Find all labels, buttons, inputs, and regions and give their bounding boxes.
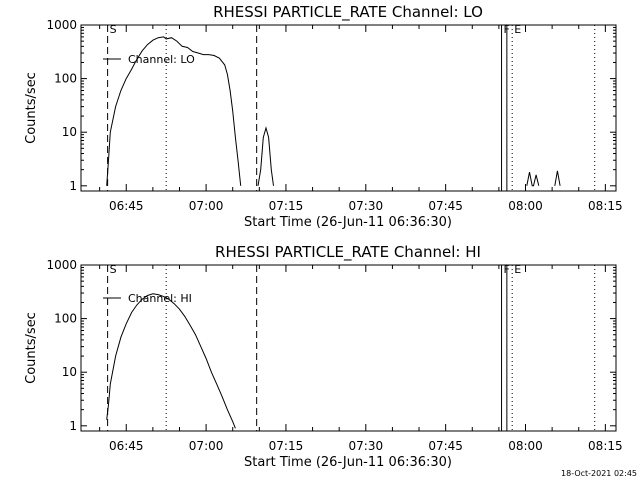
y-tick-label: 100: [54, 72, 77, 86]
event-marker-label: S: [110, 23, 117, 36]
x-tick-label: 08:15: [588, 439, 623, 453]
event-marker-label: S: [110, 263, 117, 276]
y-tick-label: 1000: [46, 18, 77, 32]
x-tick-label: 08:00: [508, 199, 543, 213]
event-marker-label: E: [514, 23, 521, 36]
plot-frame: [80, 264, 617, 432]
x-tick-label: 07:15: [269, 439, 304, 453]
series-line-segment: [106, 293, 236, 429]
plot-frame: [80, 24, 617, 192]
y-tick-label: 10: [62, 125, 77, 139]
series-line-segment: [106, 36, 242, 186]
series-line-segment: [554, 170, 561, 186]
series-line-segment: [526, 172, 540, 187]
x-tick-label: 06:45: [109, 439, 144, 453]
legend-label: Channel: LO: [128, 53, 195, 66]
y-tick-label: 1: [69, 419, 77, 433]
x-tick-label: 07:45: [428, 199, 463, 213]
x-tick-label: 07:45: [428, 439, 463, 453]
hi-channel-panel: RHESSI PARTICLE_RATE Channel: HI Counts/…: [24, 243, 623, 470]
y-tick-label: 10: [62, 365, 77, 379]
chart-title: RHESSI PARTICLE_RATE Channel: HI: [215, 243, 481, 262]
y-tick-label: 1000: [46, 258, 77, 272]
x-tick-label: 08:15: [588, 199, 623, 213]
lo-channel-panel: RHESSI PARTICLE_RATE Channel: LO Counts/…: [24, 3, 623, 230]
x-tick-label: 07:30: [349, 439, 384, 453]
x-tick-label: 07:15: [269, 199, 304, 213]
legend-label: Channel: HI: [128, 292, 192, 305]
y-axis-label: Counts/sec: [24, 72, 39, 144]
x-tick-label: 07:00: [189, 199, 224, 213]
event-marker-label: E: [514, 263, 521, 276]
footer-timestamp: 18-Oct-2021 02:45: [561, 469, 637, 478]
x-tick-label: 07:30: [349, 199, 384, 213]
y-tick-label: 1: [69, 179, 77, 193]
y-axis-label: Counts/sec: [24, 312, 39, 384]
series-line-segment: [257, 126, 274, 186]
y-tick-label: 100: [54, 312, 77, 326]
x-tick-label: 08:00: [508, 439, 543, 453]
x-axis-label: Start Time (26-Jun-11 06:36:30): [244, 455, 452, 470]
chart-title: RHESSI PARTICLE_RATE Channel: LO: [213, 3, 483, 22]
x-axis-label: Start Time (26-Jun-11 06:36:30): [244, 215, 452, 230]
x-tick-label: 07:00: [189, 439, 224, 453]
x-tick-label: 06:45: [109, 199, 144, 213]
